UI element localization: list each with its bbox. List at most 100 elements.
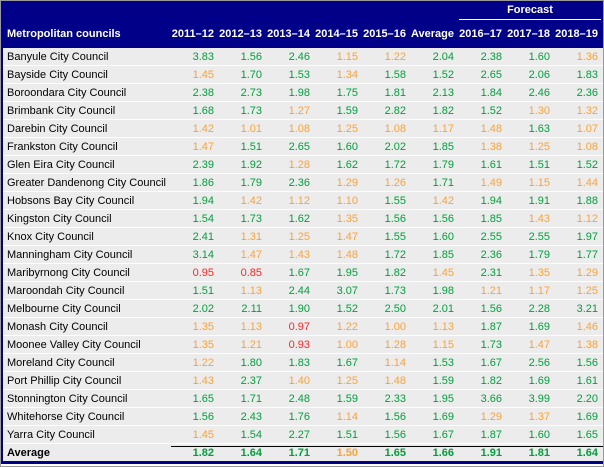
column-header-2017-18: 2017–18 bbox=[507, 28, 550, 40]
column-header-average: Average bbox=[410, 28, 454, 40]
council-name: Moonee Valley City Council bbox=[7, 338, 141, 351]
value-2014-15: 1.10 bbox=[336, 194, 358, 207]
value-average: 1.13 bbox=[432, 320, 454, 333]
value-2012-13: 0.85 bbox=[240, 266, 262, 279]
council-name: Manningham City Council bbox=[7, 248, 133, 261]
value-2018-19: 1.65 bbox=[576, 428, 598, 441]
value-2014-15: 1.14 bbox=[336, 410, 358, 423]
value-2016-17: 1.56 bbox=[480, 302, 502, 315]
value-2017-18: 1.51 bbox=[528, 158, 550, 171]
value-2012-13: 1.51 bbox=[240, 140, 262, 153]
table-row-banyule-city-council: Banyule City Council 3.83 1.56 2.46 1.15 1.22… bbox=[3, 48, 603, 65]
value-2017-18: 2.46 bbox=[528, 86, 550, 99]
value-2017-18: 2.55 bbox=[528, 230, 550, 243]
average-value-average: 1.66 bbox=[411, 446, 459, 459]
value-2013-14: 1.08 bbox=[288, 122, 310, 135]
value-2016-17: 1.21 bbox=[480, 284, 502, 297]
value-2012-13: 1.73 bbox=[240, 104, 262, 117]
value-average: 1.82 bbox=[432, 104, 454, 117]
value-2015-16: 1.48 bbox=[384, 374, 406, 387]
value-2015-16: 2.82 bbox=[384, 104, 406, 117]
value-2016-17: 1.73 bbox=[480, 338, 502, 351]
value-2011-12: 2.02 bbox=[192, 302, 214, 315]
value-2012-13: 1.71 bbox=[240, 392, 262, 405]
value-2012-13: 1.54 bbox=[240, 428, 262, 441]
column-header-2015-16: 2015–16 bbox=[363, 28, 406, 40]
value-2018-19: 1.07 bbox=[576, 122, 598, 135]
value-2017-18: 1.37 bbox=[528, 410, 550, 423]
value-2013-14: 1.40 bbox=[288, 374, 310, 387]
value-2011-12: 0.95 bbox=[192, 266, 214, 279]
value-2017-18: 1.35 bbox=[528, 266, 550, 279]
value-average: 1.42 bbox=[432, 194, 454, 207]
value-2018-19: 1.77 bbox=[576, 248, 598, 261]
value-2015-16: 1.55 bbox=[384, 194, 406, 207]
value-average: 1.67 bbox=[432, 428, 454, 441]
value-2011-12: 1.45 bbox=[192, 68, 214, 81]
value-average: 1.56 bbox=[432, 212, 454, 225]
value-average: 1.71 bbox=[432, 176, 454, 189]
value-2017-18: 1.60 bbox=[528, 428, 550, 441]
value-2015-16: 2.33 bbox=[384, 392, 406, 405]
value-2012-13: 1.13 bbox=[240, 284, 262, 297]
council-name: Stonnington City Council bbox=[7, 392, 128, 405]
table-body: Banyule City Council 3.83 1.56 2.46 1.15 1.22… bbox=[1, 48, 603, 464]
value-2017-18: 1.69 bbox=[528, 320, 550, 333]
value-2014-15: 1.67 bbox=[336, 356, 358, 369]
value-average: 1.17 bbox=[432, 122, 454, 135]
average-value-2012-13: 1.64 bbox=[219, 446, 267, 459]
value-2015-16: 1.73 bbox=[384, 284, 406, 297]
value-2017-18: 1.79 bbox=[528, 248, 550, 261]
column-header-2012-13: 2012–13 bbox=[219, 28, 262, 40]
value-average: 1.95 bbox=[432, 392, 454, 405]
row-group-header: Metropolitan councils bbox=[7, 28, 121, 40]
value-2015-16: 1.28 bbox=[384, 338, 406, 351]
value-2012-13: 1.80 bbox=[240, 356, 262, 369]
value-2018-19: 2.36 bbox=[576, 86, 598, 99]
value-2014-15: 1.59 bbox=[336, 104, 358, 117]
council-name: Moreland City Council bbox=[7, 356, 115, 369]
value-2013-14: 1.28 bbox=[288, 158, 310, 171]
value-2013-14: 2.36 bbox=[288, 176, 310, 189]
average-label: Average bbox=[7, 446, 51, 459]
table-row-knox-city-council: Knox City Council 2.41 1.31 1.25 1.47 1.55 1.6… bbox=[3, 228, 603, 245]
value-2017-18: 2.56 bbox=[528, 356, 550, 369]
council-name: Frankston City Council bbox=[7, 140, 118, 153]
value-2013-14: 1.67 bbox=[288, 266, 310, 279]
value-2016-17: 2.38 bbox=[480, 50, 502, 63]
value-2017-18: 2.28 bbox=[528, 302, 550, 315]
table-header: Forecast Metropolitan councils 2011–12 20… bbox=[1, 1, 603, 48]
value-2012-13: 2.37 bbox=[240, 374, 262, 387]
average-value-2018-19: 1.64 bbox=[555, 446, 603, 459]
value-2018-19: 1.36 bbox=[576, 50, 598, 63]
value-2015-16: 1.14 bbox=[384, 356, 406, 369]
value-2013-14: 2.48 bbox=[288, 392, 310, 405]
value-2016-17: 1.29 bbox=[480, 410, 502, 423]
council-name: Darebin City Council bbox=[7, 122, 108, 135]
value-2013-14: 0.97 bbox=[288, 320, 310, 333]
value-2016-17: 1.49 bbox=[480, 176, 502, 189]
value-2017-18: 1.69 bbox=[528, 374, 550, 387]
value-2018-19: 1.25 bbox=[576, 284, 598, 297]
council-name: Monash City Council bbox=[7, 320, 108, 333]
value-2016-17: 1.85 bbox=[480, 212, 502, 225]
value-2012-13: 2.11 bbox=[241, 302, 262, 315]
value-2016-17: 2.65 bbox=[480, 68, 502, 81]
value-2012-13: 2.43 bbox=[240, 410, 262, 423]
council-name: Maroondah City Council bbox=[7, 284, 125, 297]
value-2013-14: 1.53 bbox=[288, 68, 310, 81]
average-value-2013-14: 1.71 bbox=[267, 446, 315, 459]
value-average: 1.45 bbox=[432, 266, 454, 279]
value-2018-19: 1.88 bbox=[576, 194, 598, 207]
value-2017-18: 1.91 bbox=[528, 194, 550, 207]
value-2011-12: 1.86 bbox=[192, 176, 214, 189]
value-2017-18: 1.25 bbox=[528, 140, 550, 153]
value-2017-18: 1.15 bbox=[528, 176, 550, 189]
council-name: Port Phillip City Council bbox=[7, 374, 122, 387]
table-row-monash-city-council: Monash City Council 1.35 1.13 0.97 1.22 1.00 1… bbox=[3, 318, 603, 335]
value-2011-12: 1.42 bbox=[192, 122, 214, 135]
council-name: Banyule City Council bbox=[7, 50, 109, 63]
value-2018-19: 1.69 bbox=[576, 410, 598, 423]
value-2015-16: 1.56 bbox=[384, 212, 406, 225]
value-2018-19: 1.29 bbox=[576, 266, 598, 279]
